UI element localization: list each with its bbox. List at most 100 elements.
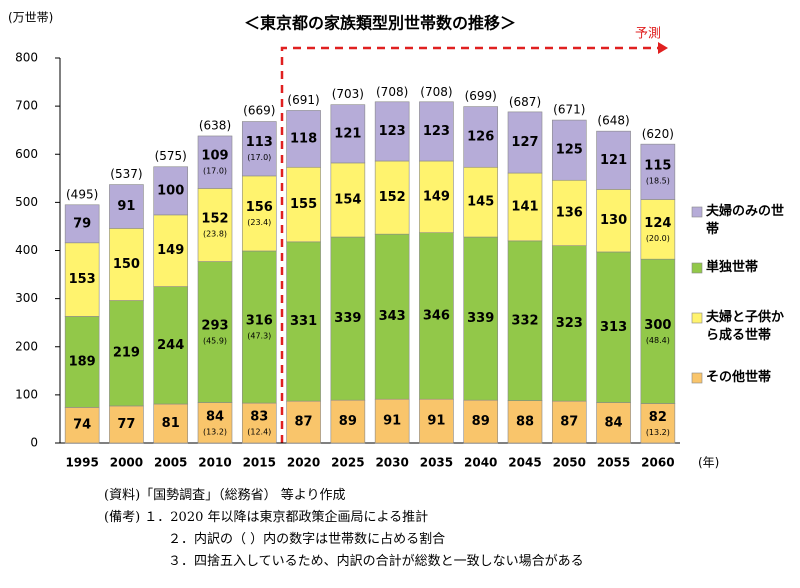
share-label: (20.0) [646,234,670,243]
total-label: (669) [243,104,275,118]
value-label: 149 [423,189,450,204]
x-tick-label: 2045 [508,456,541,470]
bar-segment [419,232,454,400]
y-tick-label: 100 [15,387,38,401]
value-label: 113 [246,135,273,150]
y-tick-label: 500 [15,195,38,209]
bar-segment [197,135,233,189]
y-tick-label: 0 [30,436,38,450]
x-tick-label: 2060 [641,456,674,470]
value-label: 121 [334,126,361,141]
value-label: 89 [339,414,357,429]
value-label: 81 [162,416,180,431]
x-tick-label: 2040 [464,456,497,470]
value-label: 316 [246,314,273,329]
x-tick-label: 2020 [287,456,320,470]
value-label: 88 [516,414,534,429]
value-label: 115 [644,158,671,173]
bar-segment [241,250,277,404]
note: ２．内訳の（ ）内の数字は世帯数に占める割合 [168,532,446,547]
total-label: (671) [553,103,585,117]
value-label: 150 [113,257,140,272]
bar-segment [596,130,631,190]
bar-segment [330,104,366,164]
total-label: (708) [376,85,408,99]
bar-segment [507,400,543,444]
note: ３．四捨五入しているため、内訳の合計が総数と一致しない場合がある [168,554,584,569]
share-label: (48.4) [646,336,670,345]
value-label: 156 [246,200,273,215]
value-label: 91 [117,199,135,214]
value-label: 79 [73,216,91,231]
value-label: 118 [290,131,317,146]
bar-segment [109,228,144,301]
legend-swatch [691,372,703,384]
value-label: 100 [157,183,184,198]
bar-segment [596,251,631,403]
share-label: (45.9) [203,337,227,346]
legend-swatch [691,206,703,218]
value-label: 130 [600,213,627,228]
bar-segment [64,204,100,244]
value-label: 244 [157,338,184,353]
y-tick-label: 400 [15,243,38,257]
bar-segment [330,236,366,401]
value-label: 149 [157,243,184,258]
value-label: 339 [334,311,361,326]
legend-entry: 単独世帯 [706,260,759,275]
value-label: 121 [600,153,627,168]
legend-entry: 夫婦のみの世帯 [706,204,785,237]
value-label: 82 [649,410,667,425]
bar-segment [419,398,454,444]
bar-segment [374,398,410,444]
value-label: 125 [556,143,583,158]
bar-segment [197,261,233,403]
note: (備考) １．2020 年以降は東京都政策企画局による推計 [104,510,429,525]
forecast-arrow [658,42,668,54]
value-label: 84 [206,409,224,424]
x-tick-label: 2015 [243,456,276,470]
note: (資料)「国勢調査」（総務省） 等より作成 [104,488,346,503]
bar-segment [596,189,631,253]
bar-segment [109,300,144,407]
bar-segment [153,286,189,405]
value-label: 152 [379,190,406,205]
value-label: 189 [69,354,96,369]
bar-segment [153,166,189,216]
total-label: (687) [509,95,541,109]
value-label: 127 [511,135,538,150]
bar-segment [640,403,676,444]
bar-segment [507,111,543,174]
value-label: 154 [334,192,361,207]
total-label: (638) [199,118,231,132]
legend-entry: その他世帯 [706,370,772,385]
total-label: (537) [110,167,142,181]
bar-segment [374,233,410,400]
value-label: 91 [383,414,401,429]
value-label: 153 [69,272,96,287]
x-tick-label: 2035 [420,456,453,470]
bar-segment [640,258,676,404]
bar-segment [374,101,410,162]
value-label: 219 [113,346,140,361]
value-label: 313 [600,320,627,335]
value-label: 145 [467,195,494,210]
x-tick-label: 2025 [331,456,364,470]
value-label: 343 [379,309,406,324]
value-label: 123 [379,124,406,139]
bar-segment [551,119,587,181]
total-label: (703) [332,87,364,101]
bar-segment [330,162,366,238]
x-tick-label: 2005 [154,456,187,470]
total-label: (575) [155,149,187,163]
value-label: 83 [250,410,268,425]
share-label: (13.2) [646,428,670,437]
value-label: 323 [556,316,583,331]
value-label: 87 [560,415,578,430]
x-tick-label: 2055 [597,456,630,470]
value-label: 84 [605,415,623,430]
bar-segment [286,400,321,444]
bar-segment [197,188,233,262]
value-label: 293 [201,319,228,334]
